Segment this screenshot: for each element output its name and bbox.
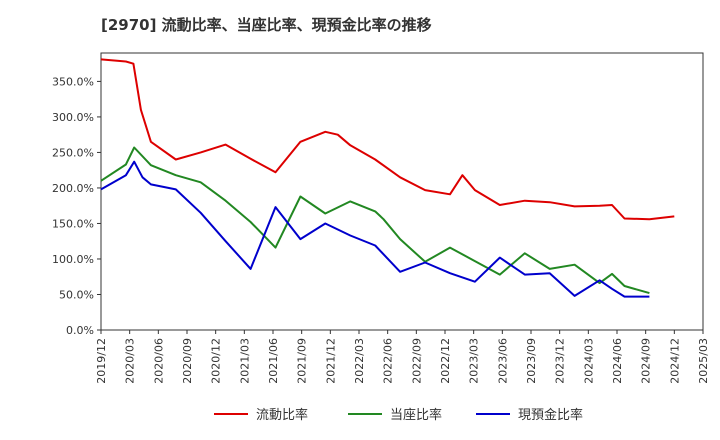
- x-tick-label: 2023/06: [496, 338, 509, 384]
- x-tick-label: 2021/09: [296, 338, 309, 384]
- x-tick-label: 2022/12: [439, 338, 452, 384]
- y-tick-label: 350.0%: [52, 75, 94, 88]
- series-line-2: [100, 146, 650, 295]
- x-tick-label: 2023/09: [525, 338, 538, 384]
- y-tick-label: 250.0%: [52, 146, 94, 159]
- x-tick-label: 2019/12: [95, 338, 108, 384]
- y-tick-label: 200.0%: [52, 182, 94, 195]
- x-tick-label: 2020/03: [124, 338, 137, 384]
- y-tick-label: 0.0%: [66, 324, 94, 337]
- series-line-3: [100, 160, 650, 298]
- series-line-1: [100, 58, 675, 221]
- x-tick-label: 2020/06: [152, 338, 165, 384]
- legend-label: 流動比率: [256, 407, 308, 423]
- legend-label: 現預金比率: [518, 407, 583, 423]
- x-tick-label: 2022/06: [382, 338, 395, 384]
- x-tick-label: 2021/03: [238, 338, 251, 384]
- x-tick-label: 2024/09: [640, 338, 653, 384]
- x-tick-label: 2020/09: [181, 338, 194, 384]
- x-tick-label: 2024/06: [611, 338, 624, 384]
- x-tick-label: 2021/06: [267, 338, 280, 384]
- x-tick-label: 2023/03: [468, 338, 481, 384]
- chart-title: [2970] 流動比率、当座比率、現預金比率の推移: [101, 16, 432, 34]
- x-tick-label: 2023/12: [554, 338, 567, 384]
- x-tick-label: 2022/03: [353, 338, 366, 384]
- x-tick-label: 2024/12: [668, 338, 681, 384]
- y-tick-label: 50.0%: [59, 288, 94, 301]
- x-tick-label: 2022/09: [410, 338, 423, 384]
- x-tick-label: 2024/03: [582, 338, 595, 384]
- y-tick-label: 300.0%: [52, 111, 94, 124]
- plot-frame: [100, 52, 704, 331]
- x-tick-label: 2020/12: [210, 338, 223, 384]
- y-tick-label: 100.0%: [52, 253, 94, 266]
- x-tick-label: 2021/12: [324, 338, 337, 384]
- legend-label: 当座比率: [390, 407, 442, 423]
- y-tick-label: 150.0%: [52, 217, 94, 230]
- x-tick-label: 2025/03: [697, 338, 710, 384]
